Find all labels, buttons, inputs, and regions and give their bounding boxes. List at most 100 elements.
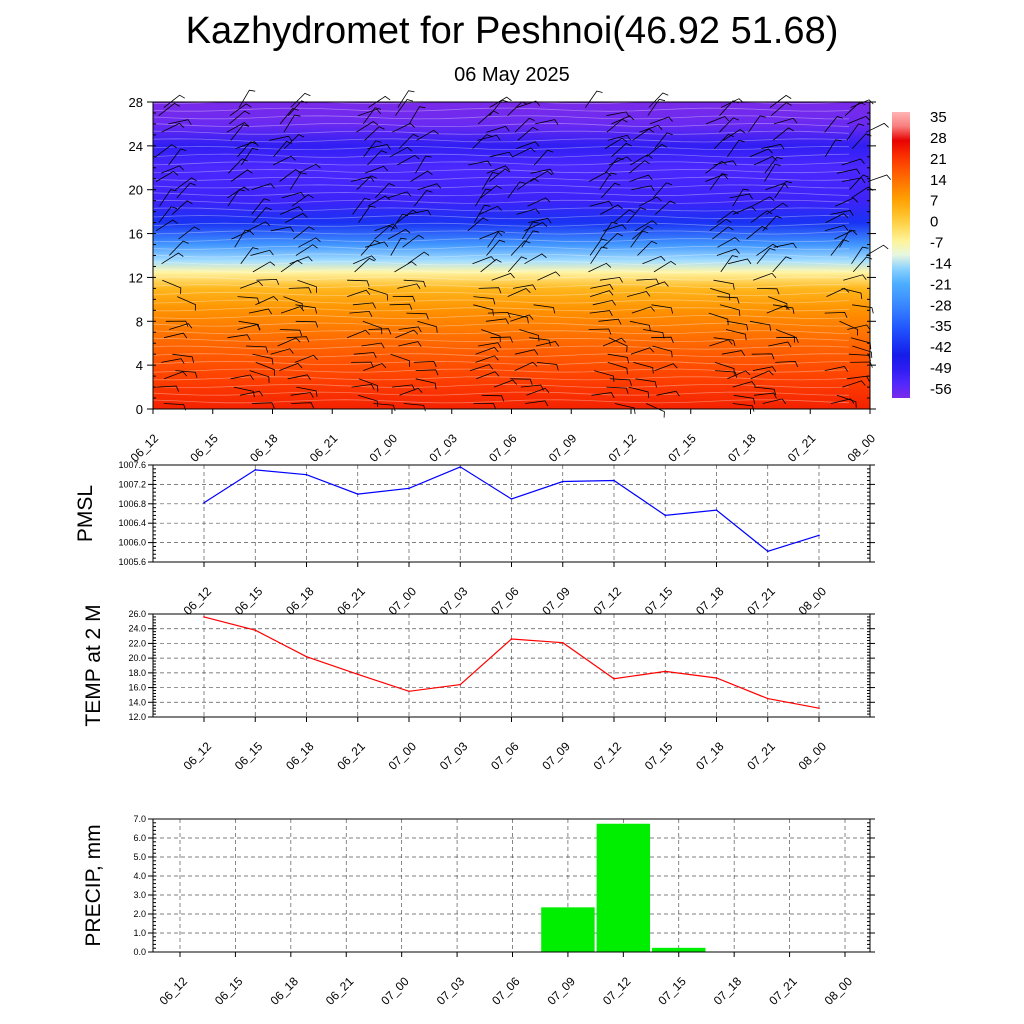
- wind-barb: [607, 362, 628, 375]
- xtick-label: 07_12: [591, 584, 625, 618]
- wind-barb: [290, 92, 311, 108]
- wind-barb: [628, 386, 650, 399]
- wind-barb: [247, 221, 271, 232]
- colorbar-label: 0: [930, 214, 938, 231]
- wind-barb: [709, 173, 728, 190]
- wind-barb: [599, 172, 617, 190]
- contour-line: [152, 330, 850, 335]
- wind-barb: [613, 209, 635, 223]
- precip-bar: [596, 823, 651, 952]
- wind-barb: [291, 194, 314, 207]
- wind-barb: [286, 336, 310, 343]
- wind-barb: [367, 144, 391, 150]
- wind-barb: [357, 394, 379, 408]
- wind-barb: [630, 347, 655, 355]
- contour-line: [152, 99, 850, 105]
- wind-barb: [732, 206, 756, 215]
- wind-barb: [279, 329, 303, 337]
- wind-barb: [716, 248, 740, 256]
- wind-barb: [283, 114, 301, 133]
- contour-line: [152, 245, 850, 250]
- colorbar-label: -28: [930, 297, 952, 314]
- wind-barb: [593, 370, 615, 382]
- data-point: [510, 638, 513, 640]
- wind-barb: [588, 262, 612, 273]
- wind-barb: [489, 168, 511, 182]
- wind-barb: [491, 272, 515, 281]
- wind-barb: [389, 303, 413, 310]
- wind-barb: [599, 276, 623, 283]
- wind-barb: [837, 168, 861, 175]
- xtick-label: 06_21: [334, 584, 368, 618]
- wind-barb: [636, 278, 660, 285]
- colorbar-label: -49: [930, 360, 952, 377]
- wind-barb: [649, 116, 673, 125]
- xtick-label: 06_12: [157, 974, 191, 1008]
- ytick-label: 22.0: [128, 638, 146, 648]
- wind-barb: [361, 342, 385, 349]
- ytick-label: 12.0: [128, 712, 146, 722]
- wind-barb: [775, 329, 795, 343]
- wind-barb: [762, 398, 787, 405]
- xtick-label: 07_03: [434, 974, 468, 1008]
- contour-line: [152, 307, 850, 312]
- contour-line: [152, 184, 850, 189]
- wind-barb: [733, 394, 756, 405]
- wind-barb: [403, 279, 426, 288]
- wind-barb: [510, 378, 533, 385]
- ytick-label: 1007.2: [118, 479, 146, 489]
- contour-line: [152, 291, 850, 296]
- xtick-label: 08_00: [796, 584, 830, 618]
- wind-barb: [533, 304, 556, 314]
- xtick-label: 07_09: [539, 739, 573, 773]
- contour-line: [152, 146, 850, 151]
- wind-barb: [480, 185, 502, 199]
- ytick-label: 1006.8: [118, 499, 146, 509]
- wind-barb: [772, 256, 792, 273]
- heatmap-ytick-label: 12: [129, 270, 143, 285]
- wind-barb: [169, 323, 193, 330]
- wind-barb: [472, 134, 493, 149]
- wind-barb: [227, 334, 251, 341]
- wind-barb: [753, 272, 777, 281]
- contour-line: [152, 314, 850, 319]
- wind-barb: [413, 360, 437, 367]
- heatmap-xtick-label: 07_09: [546, 431, 580, 465]
- wind-barb: [766, 305, 790, 314]
- contour-line: [152, 222, 850, 227]
- wind-barb: [773, 117, 798, 125]
- heatmap-xtick-label: 07_06: [486, 431, 520, 465]
- wind-barb: [843, 274, 867, 281]
- wind-barb: [417, 320, 438, 333]
- wind-barb: [485, 318, 509, 325]
- wind-barb: [836, 394, 857, 408]
- wind-barb: [297, 279, 317, 293]
- wind-barb: [395, 329, 419, 339]
- wind-barb: [402, 234, 424, 248]
- data-point: [664, 670, 667, 673]
- wind-barb: [824, 139, 842, 158]
- xtick-label: 06_18: [283, 739, 317, 773]
- contour-line: [152, 368, 850, 373]
- wind-barb: [592, 299, 616, 306]
- ytick-label: 7.0: [133, 814, 146, 824]
- data-point: [203, 502, 205, 504]
- wind-barb: [849, 174, 869, 190]
- wind-barb: [510, 314, 534, 322]
- wind-barb: [364, 165, 388, 174]
- wind-barb: [408, 209, 432, 216]
- wind-barb: [635, 378, 657, 388]
- wind-barb: [764, 156, 783, 174]
- wind-barb: [830, 239, 850, 256]
- wind-barb: [291, 402, 314, 409]
- colorbar-label: 14: [930, 172, 947, 189]
- y-axis-label: PMSL: [74, 485, 97, 542]
- wind-barb: [408, 106, 426, 125]
- wind-barb: [765, 182, 789, 191]
- contour-line: [152, 130, 850, 135]
- wind-barb: [507, 312, 529, 324]
- wind-barb: [602, 337, 626, 347]
- wind-barb: [528, 217, 552, 224]
- wind-barb: [416, 129, 439, 141]
- wind-barb: [626, 207, 647, 223]
